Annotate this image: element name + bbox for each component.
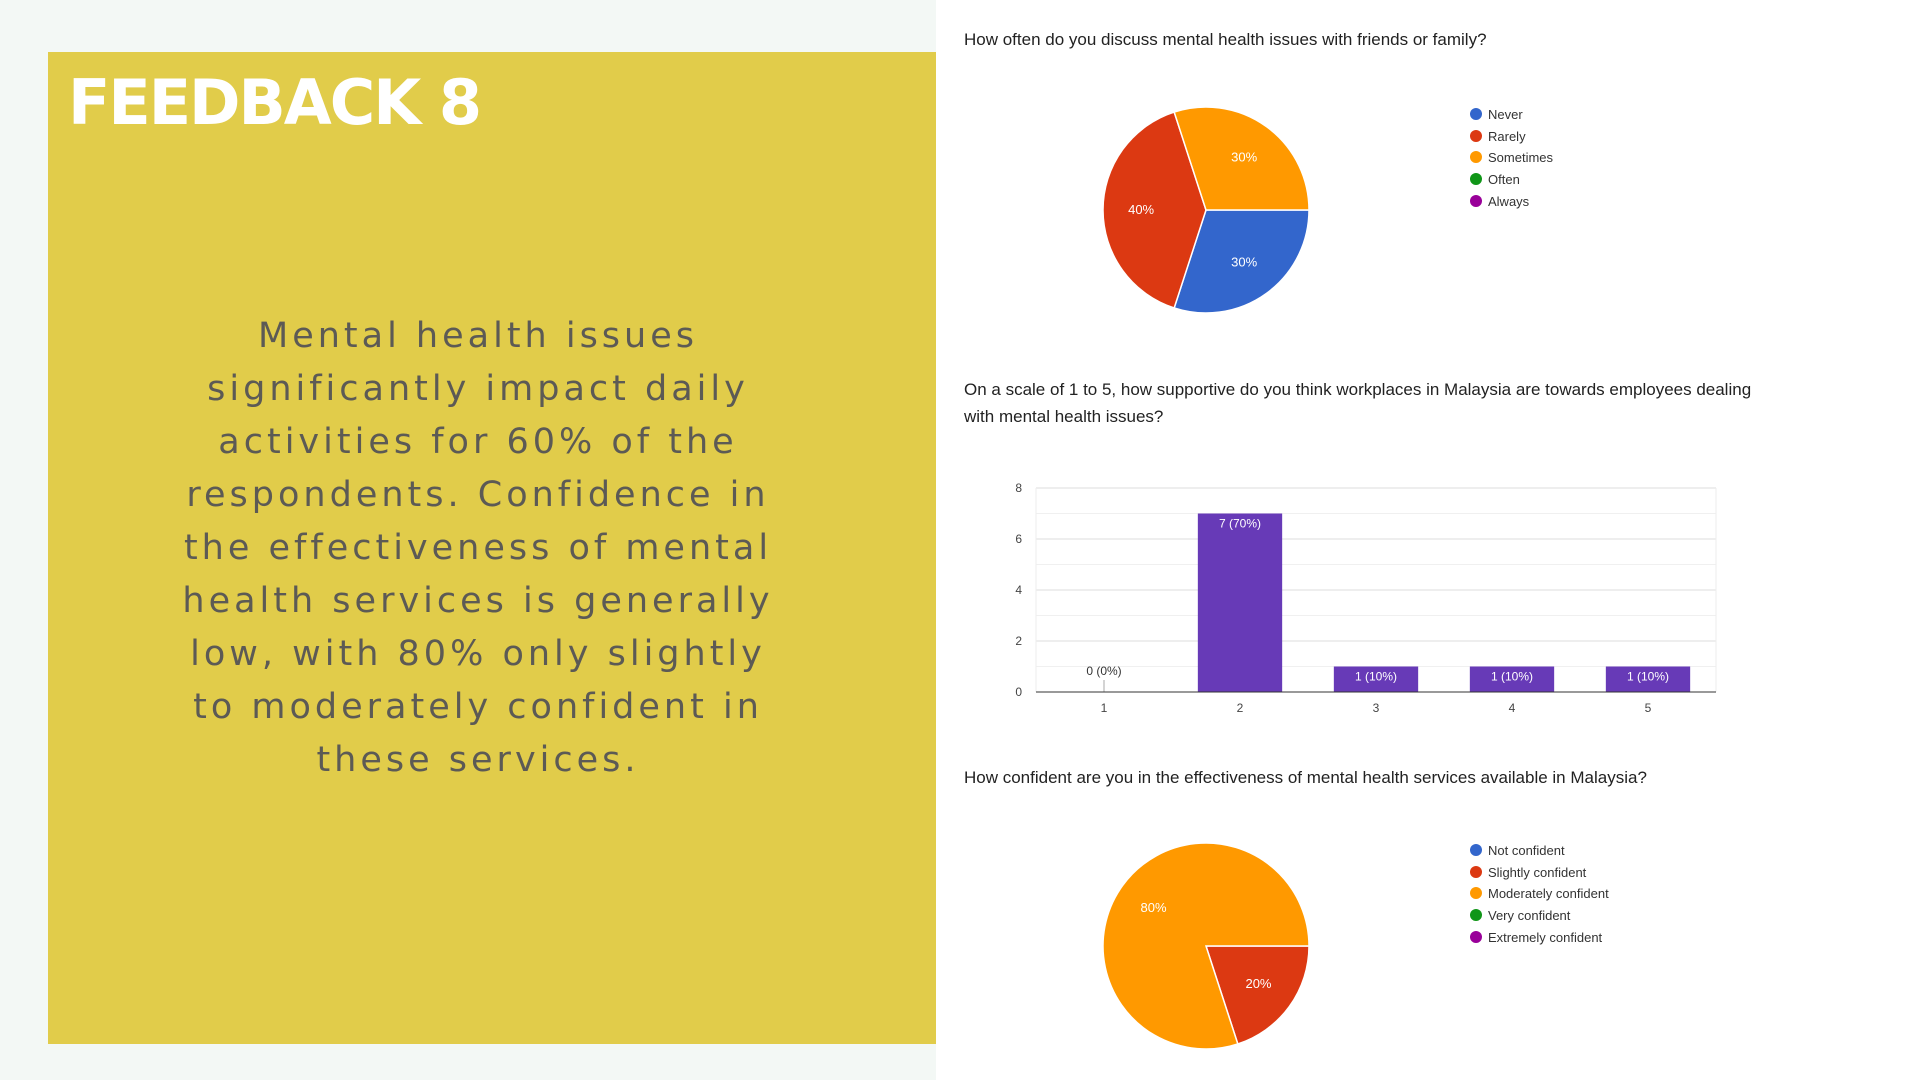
legend-item: Sometimes xyxy=(1470,147,1553,169)
legend-swatch xyxy=(1470,930,1482,943)
legend-swatch xyxy=(1470,129,1482,142)
legend-item: Always xyxy=(1470,191,1553,213)
bar-data-label: 1 (10%) xyxy=(1627,670,1669,684)
legend-services-confidence: Not confident Slightly confident Moderat… xyxy=(1470,840,1609,948)
summary-text: Mental health issues significantly impac… xyxy=(182,316,774,780)
x-tick-label: 5 xyxy=(1645,701,1652,715)
legend-label: Often xyxy=(1488,172,1520,188)
legend-item: Rarely xyxy=(1470,126,1553,148)
legend-discuss-frequency: Never Rarely Sometimes Often Always xyxy=(1470,104,1553,212)
question-workplace-support: On a scale of 1 to 5, how supportive do … xyxy=(964,380,1752,426)
pie-slice-slightly-confident xyxy=(1204,945,1310,1045)
y-tick-label: 6 xyxy=(1015,532,1022,546)
pie-slice-label: 80% xyxy=(1140,900,1166,915)
pie-slice-label: 30% xyxy=(1231,150,1257,165)
pie-slice-label: 40% xyxy=(1128,202,1154,217)
x-tick-label: 4 xyxy=(1509,701,1516,715)
x-tick-label: 3 xyxy=(1373,701,1380,715)
legend-label: Never xyxy=(1488,107,1523,122)
legend-swatch xyxy=(1470,108,1482,120)
y-tick-label: 2 xyxy=(1015,634,1022,648)
y-tick-label: 8 xyxy=(1015,481,1022,495)
legend-label: Moderately confident xyxy=(1488,886,1609,902)
bar-2 xyxy=(1197,513,1283,692)
pie-chart-services-confidence: 20% 80% xyxy=(1102,842,1310,1050)
bar-3 xyxy=(1333,666,1419,692)
legend-swatch xyxy=(1470,194,1482,207)
pie-slice-label: 30% xyxy=(1231,254,1257,269)
legend-label: Sometimes xyxy=(1488,150,1554,166)
bar-data-label: 0 (0%) xyxy=(1086,664,1121,678)
legend-label: Always xyxy=(1488,193,1530,209)
legend-swatch xyxy=(1470,151,1482,164)
legend-item: Never xyxy=(1470,104,1553,126)
legend-swatch xyxy=(1470,844,1482,856)
pie-chart-discuss-frequency: 30% 40% 30% xyxy=(1102,106,1310,314)
y-tick-label: 4 xyxy=(1015,583,1022,597)
survey-results-panel: How often do you discuss mental health i… xyxy=(936,0,1920,1080)
bar-5 xyxy=(1605,666,1691,692)
bar-chart-workplace-support: 0 2 4 6 8 0 (0%) 1 7 (70%) 2 1 (10%) 3 1 (10%) 4 1 (1… xyxy=(1015,481,1717,715)
x-tick-label: 2 xyxy=(1237,701,1244,715)
pie-slice-moderately-confident xyxy=(1102,842,1310,1050)
legend-label: Slightly confident xyxy=(1488,864,1587,880)
legend-swatch xyxy=(1470,909,1482,922)
feedback-panel: FEEDBACK 8 Mental health issues signific… xyxy=(48,52,936,1044)
slide-title: FEEDBACK 8 xyxy=(68,66,482,139)
bar-data-label: 7 (70%) xyxy=(1219,517,1261,531)
y-tick-label: 0 xyxy=(1015,685,1022,699)
legend-item: Often xyxy=(1470,169,1553,191)
legend-item: Extremely confident xyxy=(1470,927,1609,949)
bar-4 xyxy=(1469,666,1555,692)
question-services-confidence: How confident are you in the effectivene… xyxy=(964,768,1647,787)
legend-swatch xyxy=(1470,865,1482,878)
legend-item: Moderately confident xyxy=(1470,883,1609,905)
legend-label: Rarely xyxy=(1488,128,1526,144)
legend-item: Slightly confident xyxy=(1470,862,1609,884)
legend-swatch xyxy=(1470,173,1482,186)
legend-swatch xyxy=(1470,887,1482,900)
bar-data-label: 1 (10%) xyxy=(1491,670,1533,684)
legend-label: Very confident xyxy=(1488,908,1571,924)
legend-label: Extremely confident xyxy=(1488,929,1603,945)
pie-slice-label: 20% xyxy=(1245,976,1271,991)
legend-item: Not confident xyxy=(1470,840,1609,862)
pie-slice-sometimes xyxy=(1173,106,1310,211)
x-tick-label: 1 xyxy=(1101,701,1108,715)
question-discuss-frequency: How often do you discuss mental health i… xyxy=(964,30,1487,49)
legend-label: Not confident xyxy=(1488,843,1565,858)
bar-data-label: 1 (10%) xyxy=(1355,670,1397,684)
pie-slice-rarely xyxy=(1102,111,1207,309)
legend-item: Very confident xyxy=(1470,905,1609,927)
pie-slice-never xyxy=(1173,209,1310,314)
